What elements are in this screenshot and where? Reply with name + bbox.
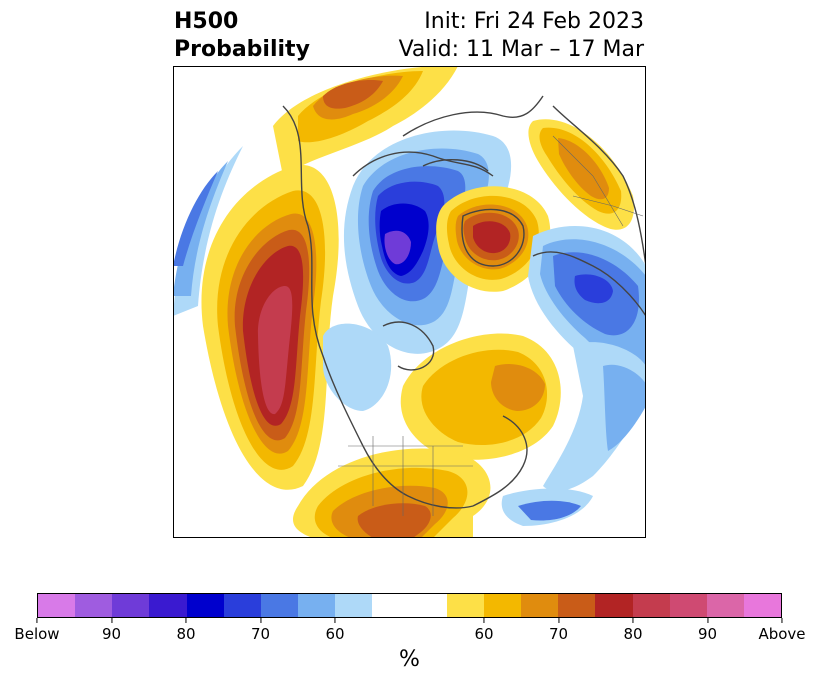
tick-mark — [111, 618, 112, 623]
probability-map — [173, 66, 646, 538]
colorbar-segment — [706, 594, 744, 617]
tick-mark — [36, 618, 38, 623]
colorbar-segment — [372, 594, 410, 617]
pacific-positive-anomaly — [201, 164, 339, 490]
west-negative-anomaly — [173, 146, 243, 316]
colorbar-segment — [595, 594, 633, 617]
tick-label: 90 — [101, 625, 122, 643]
colorbar-tick: 80 — [176, 618, 196, 643]
colorbar-segment — [75, 594, 113, 617]
colorbar-tick: 60 — [474, 618, 494, 643]
colorbar-segment — [38, 594, 76, 617]
tick-label: 80 — [623, 625, 643, 643]
colorbar-tick: 90 — [102, 618, 121, 643]
us-positive-anomaly — [293, 448, 491, 538]
colorbar-segment — [298, 594, 336, 617]
tick-mark — [260, 618, 261, 623]
tick-mark — [707, 618, 708, 623]
colorbar-segment — [335, 594, 373, 617]
colorbar-segment — [446, 594, 484, 617]
title-left: H500 Probability — [174, 8, 310, 64]
tick-label: 90 — [697, 625, 718, 643]
atlantic-positive-anomaly — [400, 333, 561, 460]
east-atlantic-negative-anomaly — [501, 342, 646, 526]
colorbar-tick: 80 — [623, 618, 643, 643]
title-field: H500 — [174, 9, 239, 34]
tick-label: 60 — [325, 625, 345, 643]
tick-mark — [781, 618, 783, 623]
colorbar-tick: 90 — [698, 618, 717, 643]
colorbar-segment — [669, 594, 707, 617]
colorbar-tick: Below — [14, 618, 60, 643]
colorbar-segment — [483, 594, 522, 617]
borders — [338, 135, 644, 516]
tick-label: Above — [758, 625, 806, 643]
valid-range: Valid: 11 Mar – 17 Mar — [398, 37, 644, 62]
colorbar-ticks: Below 90 80 70 60 60 70 80 90 Above — [14, 618, 806, 648]
tick-label: Below — [14, 625, 60, 643]
tick-mark — [185, 618, 187, 623]
tick-label: 80 — [176, 625, 196, 643]
colorbar — [37, 593, 782, 618]
colorbar-tick: Above — [758, 618, 806, 643]
tick-label: 70 — [548, 625, 569, 643]
colorbar-segment — [409, 594, 447, 617]
colorbar-segment — [149, 594, 187, 617]
coastlines — [282, 95, 646, 509]
tick-mark — [632, 618, 634, 623]
title-product: Probability — [174, 37, 310, 62]
arctic-negative-anomaly — [343, 130, 512, 354]
colorbar-segment — [260, 594, 299, 617]
colorbar-segment — [743, 594, 782, 617]
tick-mark — [334, 618, 336, 623]
asia-positive-anomaly — [273, 66, 458, 176]
colorbar-unit: % — [399, 647, 420, 672]
central-negative-anomaly — [323, 323, 392, 411]
colorbar-segment — [632, 594, 670, 617]
colorbar-segment — [521, 594, 559, 617]
east-asia-positive-anomaly — [528, 119, 634, 230]
colorbar-segment — [186, 594, 224, 617]
colorbar-segment — [558, 594, 596, 617]
tick-label: 60 — [474, 625, 494, 643]
colorbar-tick: 70 — [549, 618, 568, 643]
tick-label: 70 — [250, 625, 271, 643]
tick-mark — [558, 618, 559, 623]
colorbar-segment — [112, 594, 150, 617]
init-date: Init: Fri 24 Feb 2023 — [424, 9, 644, 34]
colorbar-tick: 70 — [251, 618, 270, 643]
colorbar-segment — [223, 594, 261, 617]
title-right: Init: Fri 24 Feb 2023 Valid: 11 Mar – 17… — [399, 8, 644, 64]
tick-mark — [483, 618, 485, 623]
colorbar-tick: 60 — [325, 618, 345, 643]
